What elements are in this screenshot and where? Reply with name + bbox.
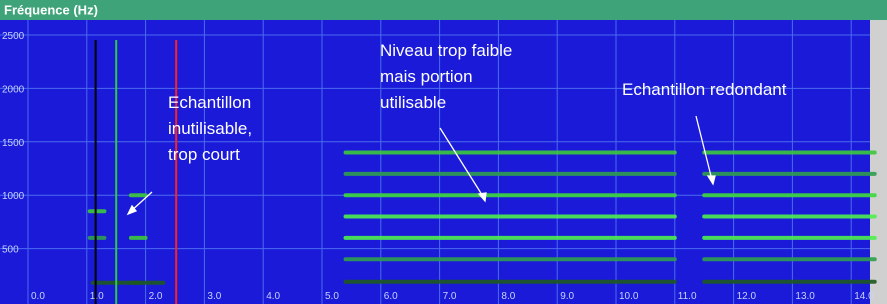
x-tick-label: 5.0 bbox=[325, 291, 339, 302]
x-tick-label: 11.0 bbox=[678, 291, 697, 302]
annotation: Echantillon bbox=[168, 93, 251, 112]
annotation: utilisable bbox=[380, 93, 446, 112]
y-tick-label: 1000 bbox=[2, 191, 25, 202]
x-tick-label: 10.0 bbox=[619, 291, 639, 302]
y-tick-label: 500 bbox=[2, 245, 19, 256]
chart-title: Fréquence (Hz) bbox=[4, 2, 98, 17]
annotation: inutilisable, bbox=[168, 119, 252, 138]
annotation: trop court bbox=[168, 145, 240, 164]
annotation: Echantillon redondant bbox=[622, 80, 787, 99]
annotation: Niveau trop faible bbox=[380, 41, 512, 60]
scrollbar bbox=[870, 20, 887, 304]
x-tick-label: 4.0 bbox=[266, 291, 280, 302]
x-tick-label: 8.0 bbox=[501, 291, 515, 302]
x-tick-label: 2.0 bbox=[149, 291, 163, 302]
x-tick-label: 1.0 bbox=[90, 291, 104, 302]
y-tick-label: 2000 bbox=[2, 84, 25, 95]
x-tick-label: 12.0 bbox=[737, 291, 757, 302]
x-tick-label: 6.0 bbox=[384, 291, 398, 302]
x-tick-label: 14.0 bbox=[854, 291, 874, 302]
title-bar bbox=[0, 0, 887, 20]
plot-area bbox=[0, 20, 870, 304]
x-tick-label: 9.0 bbox=[560, 291, 574, 302]
spectrogram-window: Fréquence (Hz) 0.0 1.0 2.0 3.0 4.0 5.0 6.0 7.0 8… bbox=[0, 0, 887, 304]
x-tick-label: 0.0 bbox=[31, 291, 45, 302]
y-tick-label: 1500 bbox=[2, 138, 25, 149]
x-tick-label: 3.0 bbox=[207, 291, 221, 302]
x-tick-label: 7.0 bbox=[443, 291, 457, 302]
y-tick-label: 2500 bbox=[2, 31, 25, 42]
annotation: mais portion bbox=[380, 67, 473, 86]
x-tick-label: 13.0 bbox=[795, 291, 815, 302]
